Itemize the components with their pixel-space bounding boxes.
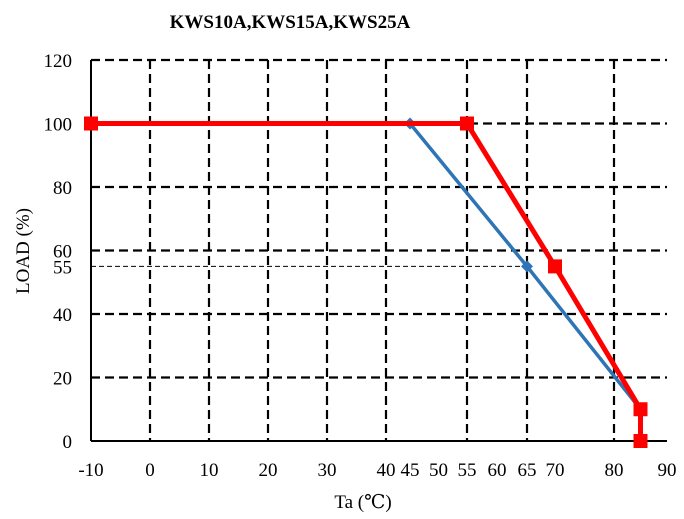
x-tick-label-65: 65: [518, 460, 537, 481]
x-tick-label-45: 45: [401, 460, 420, 481]
x-tick-label-55: 55: [458, 460, 477, 481]
x-tick-label-50: 50: [429, 460, 448, 481]
grid: [91, 58, 667, 441]
series-1-point-2: [548, 259, 562, 274]
y-tick-label-80: 80: [53, 178, 72, 199]
y-tick-label-120: 120: [44, 51, 73, 72]
series-0-point-1: [521, 260, 533, 273]
series-1-point-4: [633, 434, 648, 448]
x-tick-label-80: 80: [605, 460, 624, 481]
x-tick-label-20: 20: [259, 460, 278, 481]
y-tick-label-100: 100: [44, 115, 73, 136]
x-tick-label-10: 10: [200, 460, 219, 481]
y-tick-label-55: 55: [53, 257, 72, 278]
x-tick-labels: -10 0 10 20 30 40 45 50 55 60 65 70 80 90: [78, 460, 676, 481]
x-tick-label-60: 60: [488, 460, 507, 481]
x-tick-label-30: 30: [318, 460, 337, 481]
series-1-point-3: [633, 402, 648, 417]
x-tick-label-90: 90: [658, 460, 677, 481]
y-tick-label-0: 0: [63, 432, 73, 453]
x-tick-label-0: 0: [145, 460, 155, 481]
y-tick-label-20: 20: [53, 369, 72, 390]
series-1-point-0: [84, 116, 98, 131]
y-axis-label: LOAD (%): [13, 208, 34, 294]
y-tick-label-60: 60: [53, 242, 72, 263]
series-1-point-1: [460, 116, 474, 131]
x-tick-label-70: 70: [546, 460, 565, 481]
series-layer: [84, 116, 648, 448]
chart-title: KWS10A,KWS15A,KWS25A: [170, 12, 411, 33]
series-1-line: [91, 121, 643, 441]
x-tick-label-40: 40: [377, 460, 396, 481]
x-tick-label--10: -10: [78, 460, 103, 481]
y-tick-label-40: 40: [53, 305, 72, 326]
x-axis-label: Ta (℃): [334, 492, 391, 513]
